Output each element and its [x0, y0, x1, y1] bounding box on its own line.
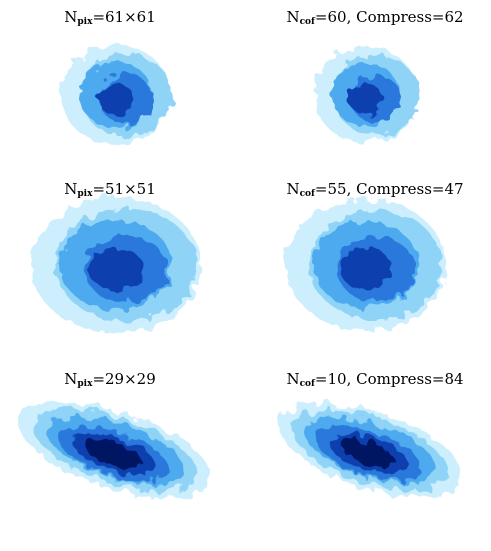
title-rest: =29×29	[92, 370, 156, 388]
title-rest: =10, Compress=84	[314, 370, 464, 388]
title-main: N	[64, 8, 78, 26]
galaxy-image	[61, 45, 172, 145]
panel-title: Ncof=60, Compress=62	[255, 8, 491, 27]
panel-title: Npix=29×29	[0, 370, 230, 389]
title-sub: pix	[77, 17, 93, 27]
title-rest: =55, Compress=47	[314, 180, 464, 198]
intensity-level	[340, 247, 392, 291]
title-sub: pix	[77, 379, 93, 389]
title-main: N	[286, 8, 300, 26]
panel-title: Npix=51×51	[0, 180, 230, 199]
intensity-level	[342, 440, 396, 468]
galaxy-image	[286, 199, 446, 331]
title-sub: cof	[299, 189, 315, 199]
title-rest: =61×61	[92, 8, 156, 26]
galaxy-image	[19, 402, 211, 498]
intensity-level	[88, 247, 144, 291]
title-main: N	[64, 180, 78, 198]
title-main: N	[64, 370, 78, 388]
panel-title: Npix=61×61	[0, 8, 230, 27]
intensity-level	[98, 83, 134, 115]
title-sub: pix	[77, 189, 93, 199]
title-main: N	[286, 180, 300, 198]
intensity-level	[349, 83, 383, 115]
title-rest: =60, Compress=62	[314, 8, 464, 26]
galaxy-image	[31, 197, 201, 333]
galaxy-image	[314, 47, 420, 143]
title-sub: cof	[299, 17, 315, 27]
panel-title: Ncof=10, Compress=84	[255, 370, 491, 389]
title-sub: cof	[299, 379, 315, 389]
galaxy-image	[278, 403, 462, 497]
panel-title: Ncof=55, Compress=47	[255, 180, 491, 199]
title-rest: =51×51	[92, 180, 156, 198]
intensity-level	[85, 439, 142, 468]
title-main: N	[286, 370, 300, 388]
